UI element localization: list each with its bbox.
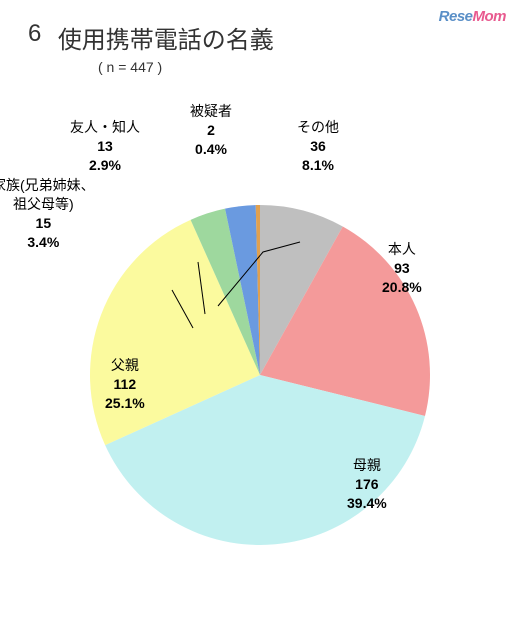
watermark-part2: Mom [473, 8, 507, 25]
chart-title: 使用携帯電話の名義 [58, 20, 274, 55]
slice-label: その他368.1% [297, 118, 339, 175]
slice-label: 被疑者20.4% [190, 102, 232, 159]
slice-label: 友人・知人132.9% [70, 118, 140, 175]
leader-line [198, 262, 205, 314]
leader-line [172, 290, 193, 328]
slice-label: 家族(兄弟姉妹、祖父母等)153.4% [0, 176, 95, 252]
sample-size: ( n = 447 ) [98, 59, 274, 75]
pie-chart: その他368.1% 本人9320.8% 母親17639.4% 父親11225.1% 家族… [0, 120, 518, 620]
slice-label: 母親17639.4% [347, 456, 387, 513]
watermark-part1: Rese [439, 8, 473, 25]
slice-label: 本人9320.8% [382, 240, 422, 297]
leader-line [218, 242, 300, 306]
watermark: ReseMom [439, 8, 506, 25]
slice-label: 父親11225.1% [105, 356, 145, 413]
chart-header: 6 使用携帯電話の名義 ( n = 447 ) [28, 20, 274, 75]
chart-number: 6 [28, 20, 41, 48]
